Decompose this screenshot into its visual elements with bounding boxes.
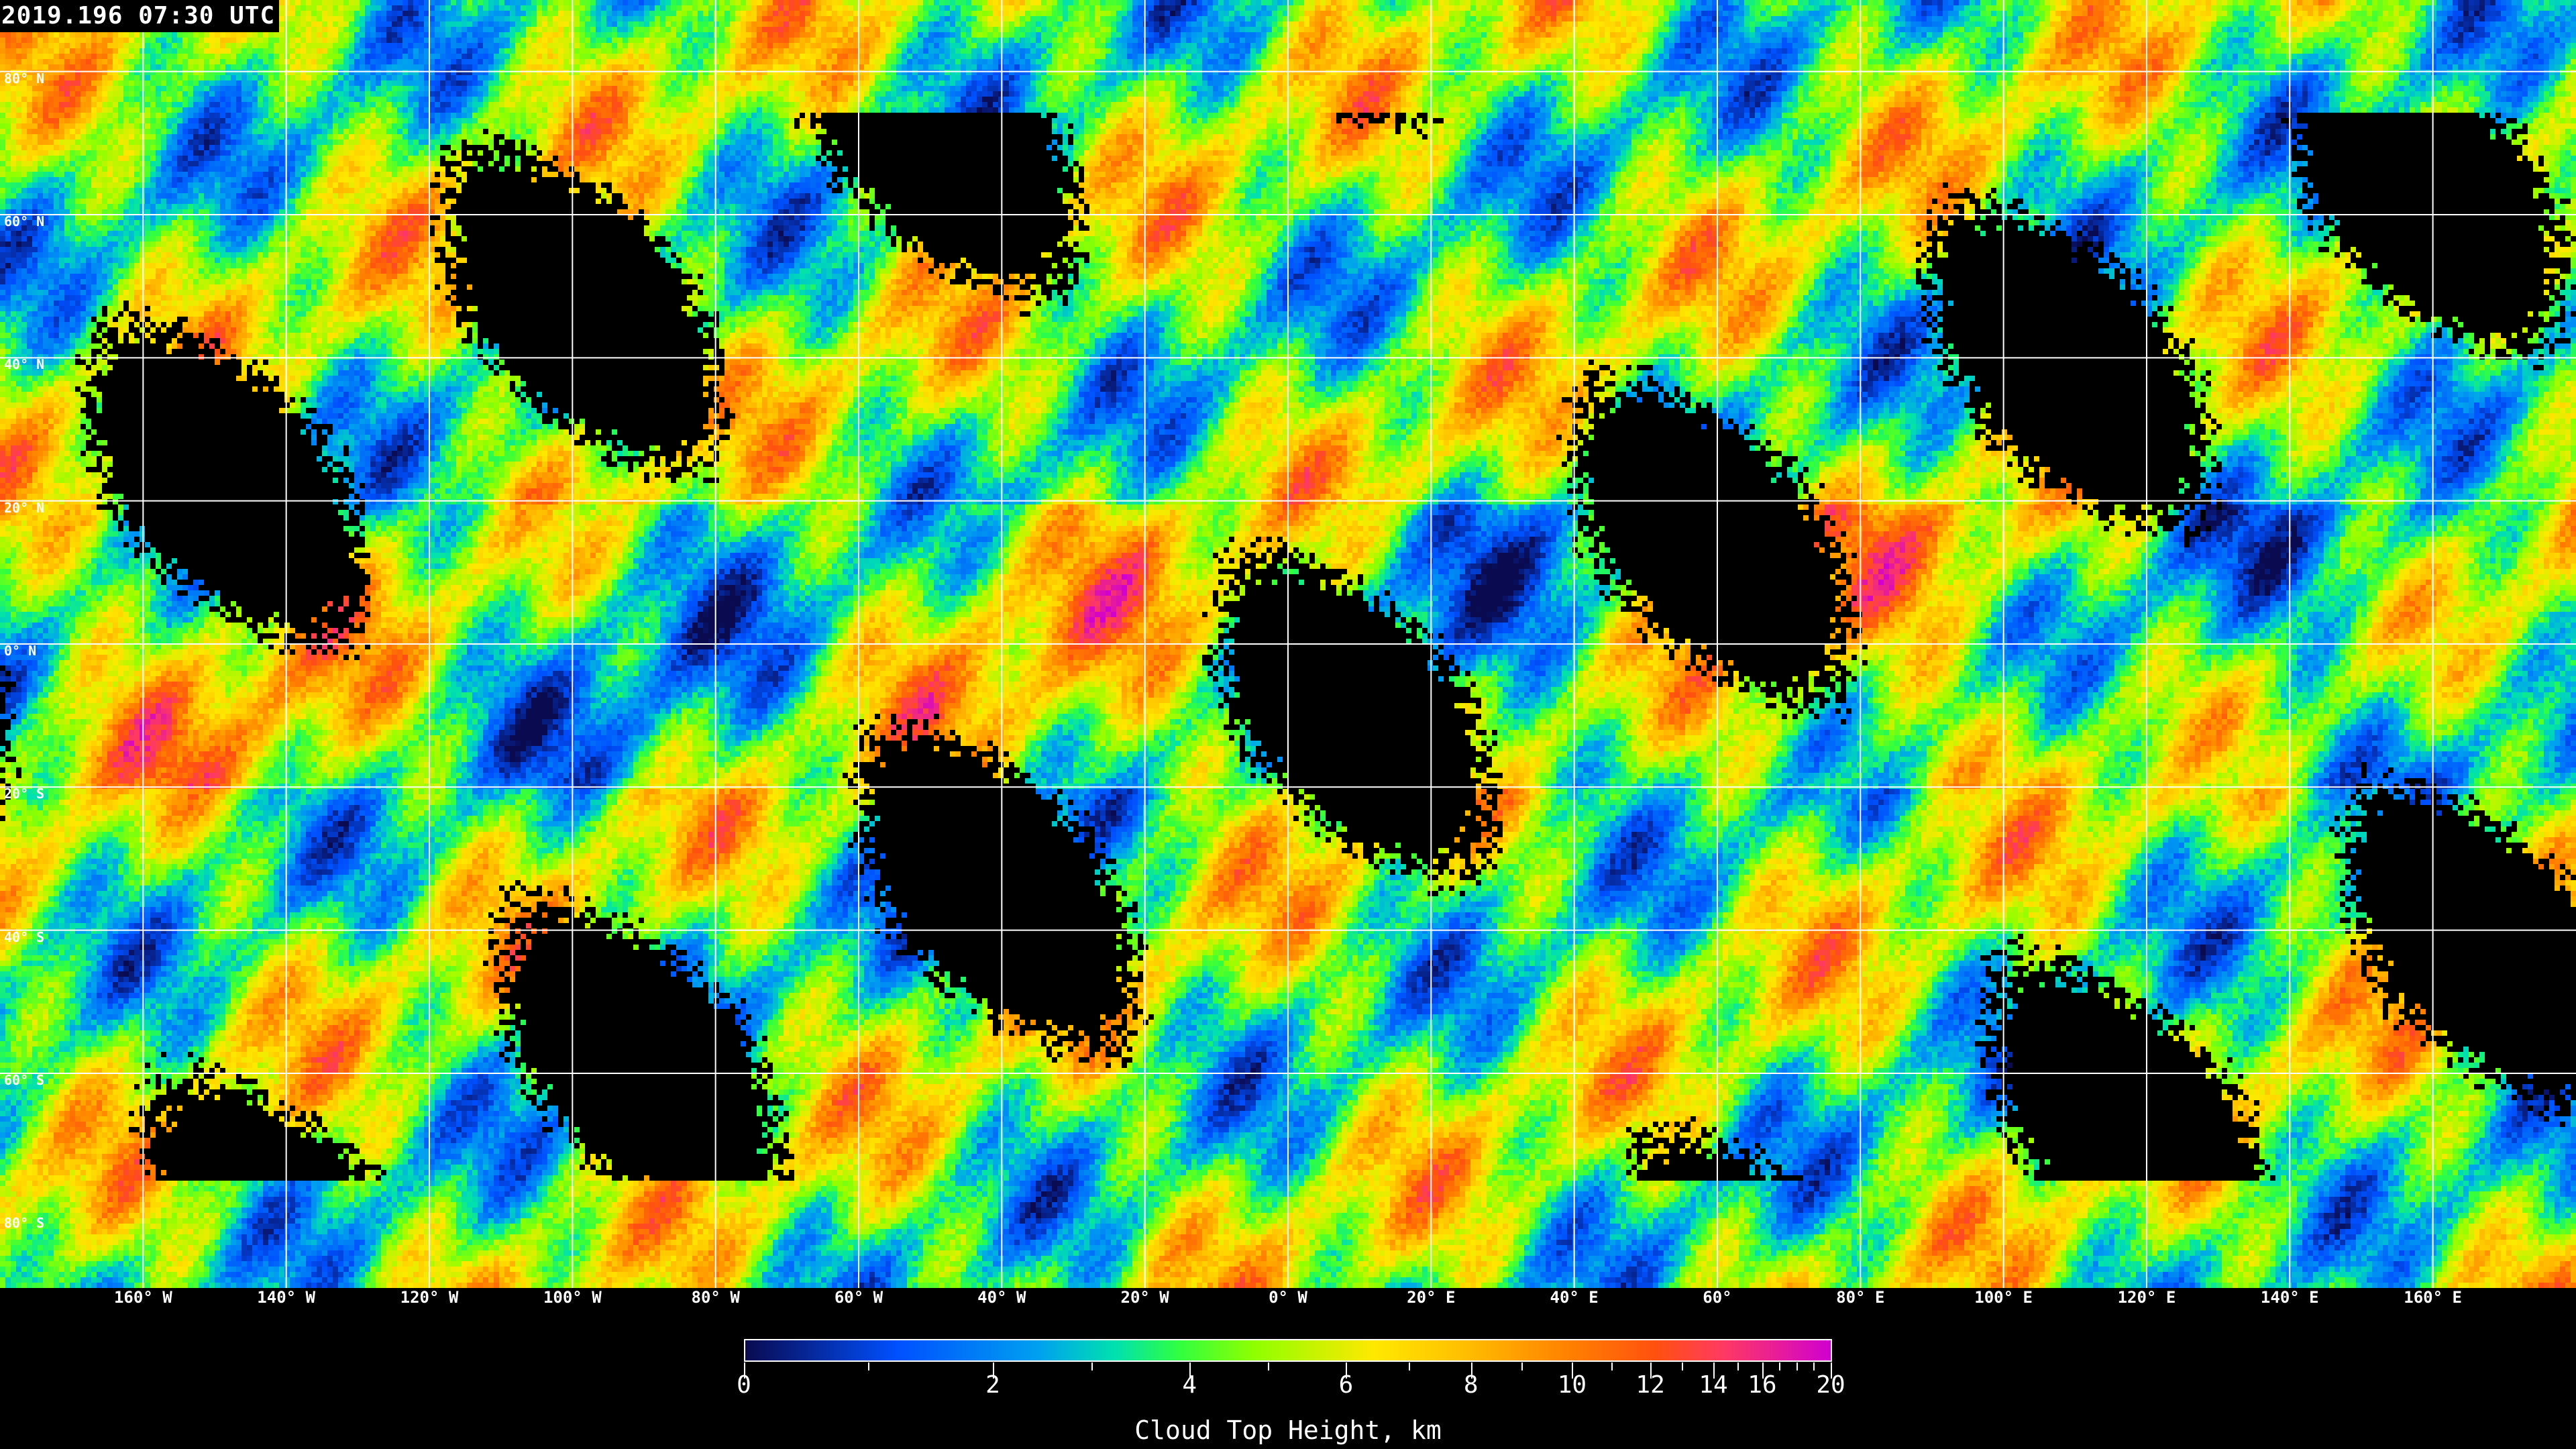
latitude-label: 80° S [4,1215,45,1232]
longitude-label: 20° W [1120,1288,1169,1307]
colorbar-tick-label: 0 [737,1371,751,1399]
latitude-label: 0° N [4,642,37,659]
colorbar-minor-tick [1796,1362,1798,1371]
latitude-label: 60° S [4,1071,45,1088]
longitude-label: 60° W [834,1288,883,1307]
colorbar-minor-tick [1091,1362,1093,1371]
colorbar-major-tick [1650,1362,1652,1379]
colorbar-tick-label: 16 [1748,1371,1777,1399]
colorbar-tick-label: 10 [1557,1371,1587,1399]
colorbar-major-tick [992,1362,994,1379]
latitude-label: 20° S [4,786,45,802]
longitude-label: 100° E [1974,1288,2033,1307]
latitude-label: 40° S [4,928,45,945]
colorbar-major-tick [1831,1362,1832,1379]
colorbar-minor-tick [1267,1362,1269,1371]
latitude-label: 40° N [4,356,45,373]
longitude-label: 160° E [2404,1288,2462,1307]
longitude-label: 20° E [1407,1288,1456,1307]
latitude-label: 20° N [4,499,45,516]
colorbar [744,1339,1832,1362]
colorbar-minor-tick [1737,1362,1739,1371]
longitude-label: 140° E [2260,1288,2319,1307]
colorbar-tick-label: 6 [1338,1371,1354,1399]
colorbar-minor-tick [1521,1362,1523,1371]
colorbar-title: Cloud Top Height, km [1134,1415,1442,1445]
colorbar-tick-label: 20 [1816,1371,1845,1399]
longitude-label: 40° W [977,1288,1026,1307]
colorbar-tick-label: 12 [1635,1371,1665,1399]
lat-lon-graticule [0,0,2576,1288]
colorbar-tick-label: 14 [1699,1371,1728,1399]
colorbar-minor-tick [1408,1362,1410,1371]
longitude-label: 80° E [1836,1288,1885,1307]
colorbar-major-tick [1762,1362,1764,1379]
latitude-label: 60° N [4,213,45,229]
colorbar-minor-tick [1813,1362,1815,1371]
colorbar-tick-label: 8 [1463,1371,1479,1399]
longitude-label: 120° E [2117,1288,2176,1307]
colorbar-major-tick [1346,1362,1348,1379]
colorbar-major-tick [744,1362,745,1379]
colorbar-major-tick [1713,1362,1715,1379]
latitude-label: 80° N [4,70,45,87]
colorbar-minor-tick [1779,1362,1781,1371]
colorbar-tick-label: 4 [1182,1371,1197,1399]
longitude-label: 0° W [1269,1288,1307,1307]
colorbar-major-tick [1470,1362,1472,1379]
longitude-label: 160° W [113,1288,172,1307]
timestamp-title: 2019.196 07:30 UTC [0,0,280,32]
longitude-label: 120° W [400,1288,459,1307]
colorbar-major-tick [1189,1362,1191,1379]
colorbar-minor-tick [1611,1362,1613,1371]
longitude-label: 60° [1703,1288,1732,1307]
colorbar-minor-tick [1682,1362,1684,1371]
colorbar-minor-tick [868,1362,870,1371]
longitude-label: 40° E [1550,1288,1599,1307]
longitude-label: 80° W [691,1288,740,1307]
longitude-label: 100° W [543,1288,602,1307]
colorbar-tick-label: 2 [985,1371,1000,1399]
colorbar-major-tick [1572,1362,1574,1379]
longitude-label: 140° W [257,1288,316,1307]
